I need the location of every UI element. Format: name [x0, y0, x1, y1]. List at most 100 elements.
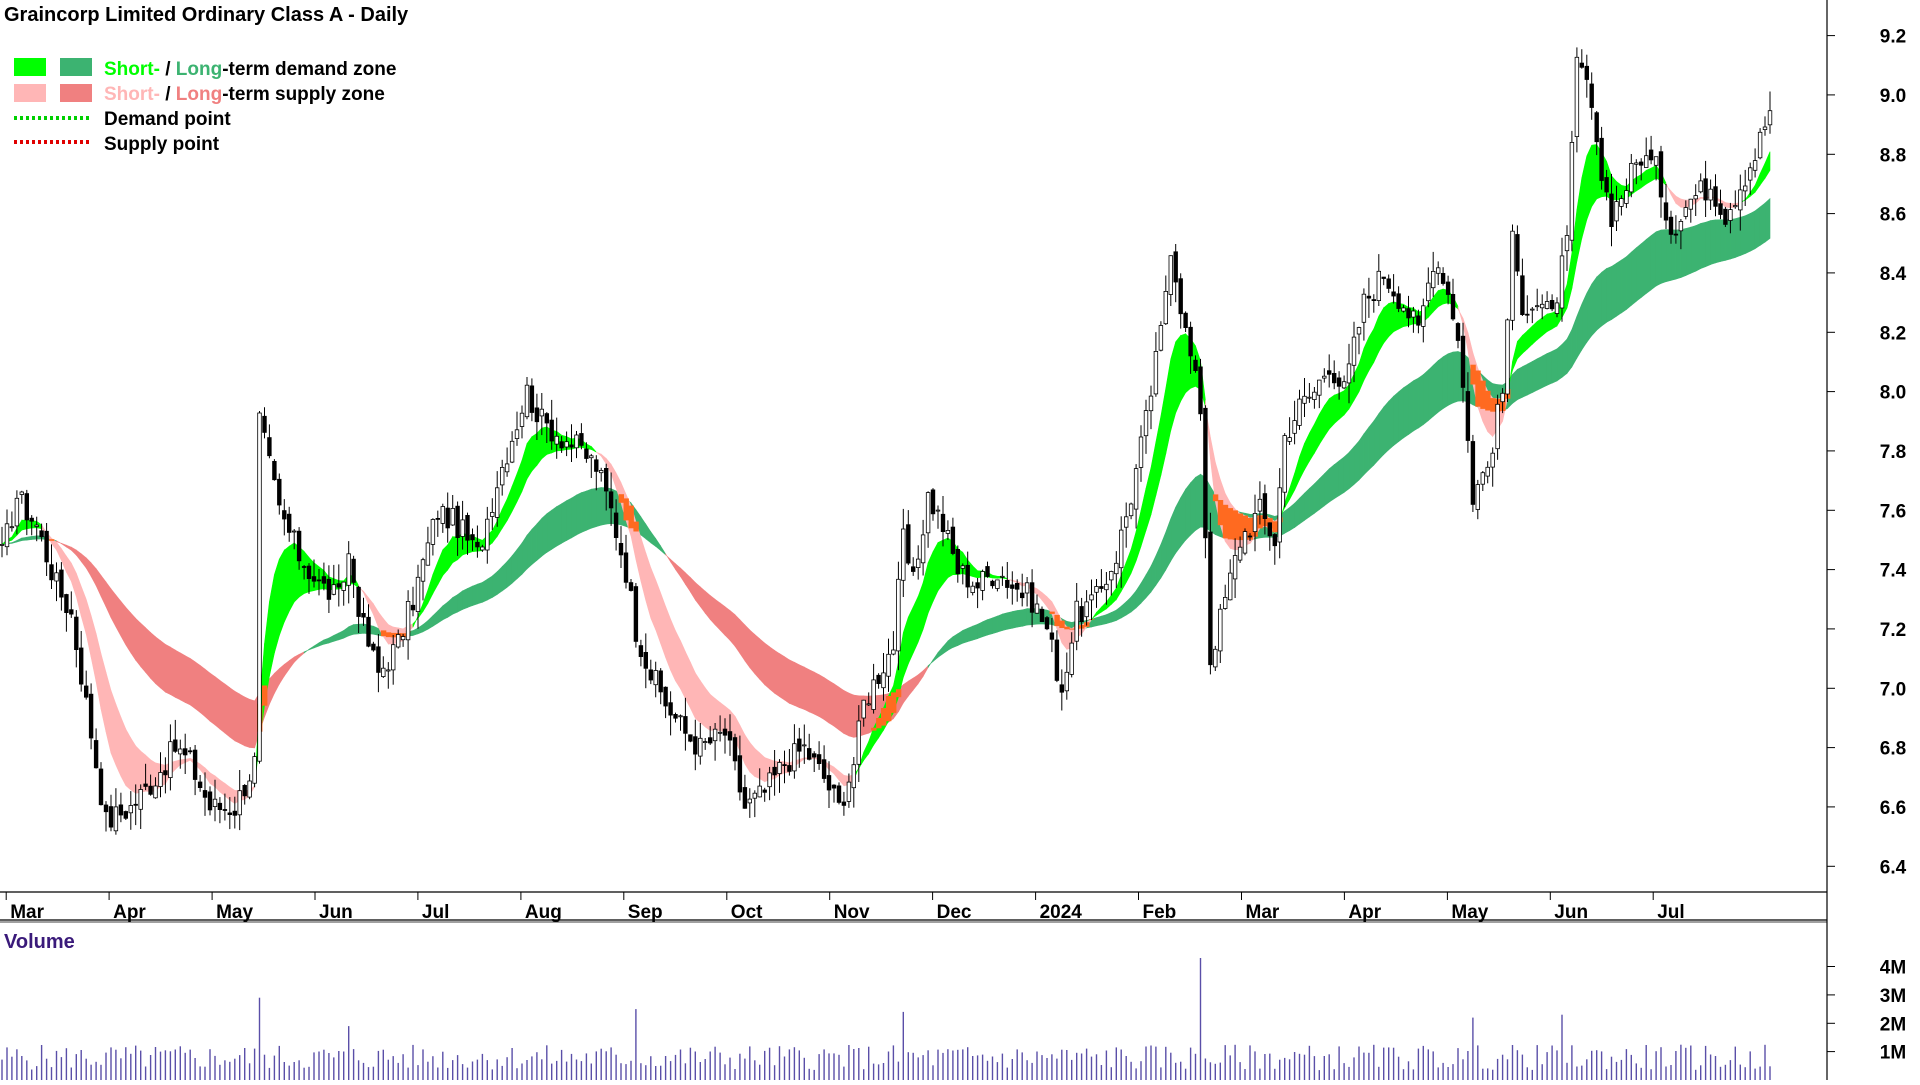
short-term-zone-segment — [1175, 334, 1181, 414]
long-term-zone-segment — [1626, 251, 1632, 311]
candle — [737, 735, 743, 801]
candle-body — [965, 564, 970, 588]
candle-body — [1569, 141, 1575, 241]
candle-body — [1520, 275, 1525, 315]
candle-body — [400, 636, 406, 641]
long-term-zone-segment — [1680, 228, 1687, 278]
candle — [118, 792, 124, 823]
candle — [519, 405, 525, 439]
candle-body — [1658, 151, 1664, 198]
candle — [128, 791, 133, 830]
candle — [965, 551, 970, 599]
candle — [1024, 577, 1030, 607]
long-term-zone-segment — [1408, 380, 1414, 436]
candle — [1673, 215, 1679, 244]
long-term-zone-segment — [992, 615, 998, 635]
candle — [1688, 198, 1693, 223]
overlap-zone-segment — [1064, 626, 1070, 630]
candle — [1277, 468, 1282, 559]
short-term-zone-segment — [907, 606, 914, 665]
candle-body — [227, 812, 232, 816]
y-tick-label: 9.0 — [1880, 86, 1906, 107]
candle — [1599, 126, 1604, 190]
long-term-zone-segment — [556, 503, 562, 547]
long-term-zone-segment — [1378, 406, 1384, 461]
candle — [712, 723, 718, 761]
candle-body — [1505, 319, 1510, 395]
candle-body — [1465, 391, 1471, 441]
candle — [163, 757, 168, 794]
candle-body — [1153, 350, 1159, 395]
candle — [1708, 179, 1713, 210]
candle-layer — [0, 47, 1773, 835]
candle-body — [1738, 189, 1743, 211]
long-term-zone-segment — [779, 653, 785, 701]
x-tick-label: Apr — [1348, 902, 1381, 923]
candle — [851, 757, 856, 808]
candle — [1574, 47, 1580, 153]
candle — [1336, 371, 1342, 400]
candle — [485, 506, 490, 564]
candle-body — [173, 739, 178, 752]
candle-body — [252, 756, 257, 784]
candle — [802, 724, 807, 764]
volume-tick-label: 3M — [1880, 986, 1906, 1007]
candle — [1540, 294, 1545, 320]
long-term-zone-segment — [1403, 383, 1409, 439]
candle-body — [589, 455, 594, 459]
overlap-zone-segment — [1490, 398, 1496, 412]
candle-body — [153, 785, 158, 799]
legend-supply-rest: -term supply zone — [222, 84, 385, 105]
candle — [390, 635, 396, 685]
candle — [925, 491, 931, 548]
candle — [499, 459, 505, 496]
long-term-zone-segment — [769, 646, 775, 694]
candle-body — [1619, 198, 1624, 207]
candle — [1178, 273, 1183, 329]
candle-body — [861, 699, 866, 719]
short-term-zone-segment — [942, 537, 949, 585]
candle — [1332, 360, 1337, 390]
candle-body — [1445, 281, 1451, 295]
candle — [1594, 111, 1599, 156]
candle-body — [470, 534, 475, 541]
candle-body — [757, 785, 762, 798]
overlap-zone-segment — [1480, 380, 1486, 409]
long-term-zone-segment — [1631, 247, 1637, 307]
candle-body — [1480, 472, 1485, 485]
candle-body — [480, 546, 485, 551]
candle — [19, 490, 24, 504]
candle — [792, 724, 797, 779]
candle-body — [1718, 203, 1723, 215]
candle-body — [985, 566, 990, 577]
candle — [1648, 135, 1654, 165]
long-term-zone-segment — [21, 536, 28, 541]
short-term-zone-segment — [714, 697, 721, 732]
candle-body — [143, 783, 148, 787]
short-term-zone-segment — [1680, 198, 1687, 208]
candle — [1525, 295, 1530, 324]
candle-body — [1178, 278, 1183, 315]
candle-body — [871, 679, 876, 710]
candle — [1252, 494, 1258, 552]
candle — [762, 787, 767, 802]
candle — [351, 555, 356, 598]
candle — [1069, 632, 1074, 678]
candle — [34, 516, 39, 542]
candle — [807, 733, 812, 761]
candle-body — [703, 741, 708, 743]
overlap-zone-segment — [623, 498, 629, 521]
candle — [222, 793, 228, 821]
long-term-zone-segment — [1353, 440, 1360, 486]
candle-body — [59, 569, 64, 598]
short-term-zone-segment — [1650, 165, 1657, 182]
candle — [306, 563, 312, 594]
long-term-zone-segment — [224, 683, 231, 738]
candle — [559, 436, 564, 453]
short-term-zone-segment — [452, 536, 458, 564]
candle-body — [1554, 302, 1560, 314]
candle-body — [698, 737, 703, 757]
long-term-zone-segment — [848, 692, 855, 738]
candle-body — [1401, 307, 1406, 312]
long-term-zone-segment — [536, 517, 543, 562]
